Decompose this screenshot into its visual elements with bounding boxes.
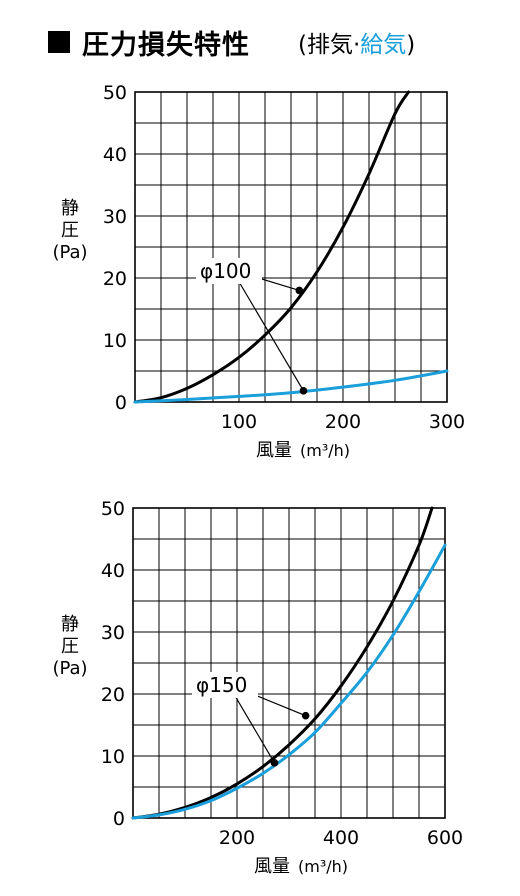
annotation-point-exhaust xyxy=(295,286,304,295)
y-axis-label-unit: (Pa) xyxy=(52,242,87,263)
y-axis-label-1: 静 xyxy=(61,614,79,635)
annotation-point-exhaust xyxy=(301,711,310,720)
x-axis-label-text: 風量 xyxy=(256,440,292,460)
square-bullet-icon xyxy=(48,31,70,53)
annotation-label-bg xyxy=(196,258,262,284)
pressure-loss-chart-phi100: 0 10 20 30 40 50 100 200 300 静圧(Pa) 風量 (m³/h) φ100 xyxy=(52,82,465,460)
plot-frame xyxy=(132,507,446,819)
y-axis-label-1: 静 xyxy=(61,198,79,219)
y-tick-label: 20 xyxy=(103,268,127,290)
y-tick-label: 50 xyxy=(101,498,125,520)
x-tick-label: 600 xyxy=(427,827,463,849)
x-tick-label: 200 xyxy=(325,411,361,433)
annotation-label: φ150 xyxy=(196,673,247,697)
y-tick-label: 40 xyxy=(101,560,125,582)
y-tick-label: 40 xyxy=(103,144,127,166)
subtitle-close: ) xyxy=(406,32,416,58)
series-line-supply xyxy=(133,369,449,404)
annotation-label-bg xyxy=(192,672,258,698)
y-axis-label-unit: (Pa) xyxy=(52,658,87,679)
y-tick-label: 0 xyxy=(113,808,125,830)
y-tick-label: 0 xyxy=(115,392,127,414)
subtitle-exhaust: (排気· xyxy=(298,32,361,58)
series-line-supply xyxy=(131,543,447,820)
plot-frame xyxy=(134,91,448,403)
y-tick-label: 30 xyxy=(103,206,127,228)
page-subtitle: (排気·給気) xyxy=(298,25,415,59)
grid xyxy=(132,507,446,819)
y-axis-label-2: 圧 xyxy=(61,636,79,657)
x-axis-label-unit: (m³/h) xyxy=(300,441,350,460)
annotation-label: φ100 xyxy=(200,259,251,283)
series-line-exhaust xyxy=(131,506,434,820)
x-tick-label: 200 xyxy=(219,827,255,849)
annotation-point-supply xyxy=(270,759,279,767)
page-title: 圧力損失特性 xyxy=(82,29,250,61)
x-axis-label: 風量 (m³/h) xyxy=(256,440,350,460)
x-tick-label: 400 xyxy=(323,827,359,849)
pressure-loss-chart-phi150: 0 10 20 30 40 50 200 400 600 静圧(Pa) 風量 (m³/h) φ150 xyxy=(52,498,463,877)
y-tick-label: 30 xyxy=(101,622,125,644)
annotation-point-supply xyxy=(299,387,308,395)
chart-header: 圧力損失特性 (排気·給気) xyxy=(48,22,415,62)
y-tick-label: 10 xyxy=(103,330,127,352)
series-line-exhaust xyxy=(133,90,411,404)
y-axis-label-2: 圧 xyxy=(61,220,79,241)
y-tick-label: 20 xyxy=(101,684,125,706)
x-tick-label: 300 xyxy=(429,411,465,433)
subtitle-supply: 給気 xyxy=(360,32,407,58)
y-tick-label: 50 xyxy=(103,82,127,104)
x-axis-label-unit: (m³/h) xyxy=(298,857,348,876)
x-tick-label: 100 xyxy=(221,411,257,433)
x-axis-label: 風量 (m³/h) xyxy=(254,856,348,877)
x-axis-label-text: 風量 xyxy=(254,856,290,877)
annotation-leader-line xyxy=(231,269,304,392)
y-tick-label: 10 xyxy=(101,746,125,768)
grid xyxy=(134,91,448,403)
